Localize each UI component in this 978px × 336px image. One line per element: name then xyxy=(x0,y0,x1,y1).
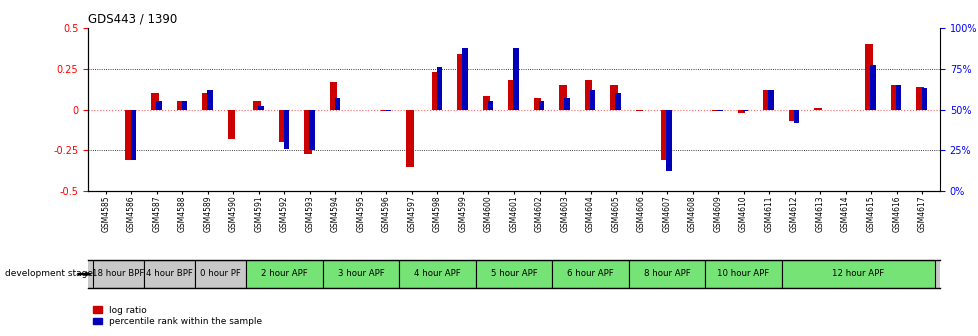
Bar xyxy=(151,93,158,110)
Bar xyxy=(201,93,209,110)
Bar xyxy=(533,98,541,110)
Bar xyxy=(563,98,569,110)
Bar xyxy=(131,110,136,160)
Bar xyxy=(323,260,399,288)
Bar xyxy=(895,85,901,110)
Bar xyxy=(309,110,314,150)
Bar xyxy=(258,106,263,110)
Bar xyxy=(399,260,475,288)
Bar xyxy=(552,260,628,288)
Bar xyxy=(781,260,934,288)
Bar xyxy=(457,54,465,110)
Bar xyxy=(279,110,286,142)
Bar xyxy=(144,260,195,288)
Bar xyxy=(462,48,467,110)
Bar xyxy=(380,110,388,111)
Text: 5 hour APF: 5 hour APF xyxy=(490,269,537,279)
Bar xyxy=(406,110,414,167)
Text: 3 hour APF: 3 hour APF xyxy=(337,269,384,279)
Text: GDS443 / 1390: GDS443 / 1390 xyxy=(88,12,177,26)
Bar xyxy=(590,90,595,110)
Bar xyxy=(915,87,923,110)
Bar xyxy=(584,80,592,110)
Bar xyxy=(890,85,898,110)
Bar xyxy=(628,260,704,288)
Text: development stage: development stage xyxy=(5,269,93,279)
Text: 0 hour PF: 0 hour PF xyxy=(200,269,241,279)
Bar xyxy=(125,110,133,160)
Text: 10 hour APF: 10 hour APF xyxy=(717,269,769,279)
Bar xyxy=(182,101,187,110)
Bar xyxy=(920,88,926,110)
Bar xyxy=(538,101,544,110)
Bar xyxy=(711,110,719,111)
Bar xyxy=(704,260,781,288)
Bar xyxy=(615,93,620,110)
Bar xyxy=(176,101,184,110)
Bar xyxy=(304,110,311,154)
Bar xyxy=(742,110,747,111)
Bar xyxy=(195,260,245,288)
Text: 6 hour APF: 6 hour APF xyxy=(566,269,613,279)
Text: 12 hour APF: 12 hour APF xyxy=(831,269,883,279)
Bar xyxy=(869,66,875,110)
Text: 8 hour APF: 8 hour APF xyxy=(643,269,689,279)
Bar xyxy=(487,101,493,110)
Bar xyxy=(482,96,490,110)
Bar xyxy=(475,260,552,288)
Bar xyxy=(334,98,339,110)
Bar xyxy=(252,101,260,110)
Bar xyxy=(793,110,798,123)
Bar xyxy=(227,110,235,139)
Text: 4 hour APF: 4 hour APF xyxy=(414,269,461,279)
Bar xyxy=(635,110,643,111)
Bar xyxy=(245,260,323,288)
Bar xyxy=(788,110,795,121)
Bar xyxy=(508,80,515,110)
Text: 2 hour APF: 2 hour APF xyxy=(261,269,307,279)
Bar xyxy=(93,260,144,288)
Bar xyxy=(431,72,439,110)
Legend: log ratio, percentile rank within the sample: log ratio, percentile rank within the sa… xyxy=(92,306,262,327)
Text: 4 hour BPF: 4 hour BPF xyxy=(146,269,193,279)
Bar xyxy=(512,48,518,110)
Bar xyxy=(768,90,773,110)
Bar xyxy=(385,110,391,111)
Text: 18 hour BPF: 18 hour BPF xyxy=(92,269,145,279)
Bar xyxy=(666,110,671,171)
Bar xyxy=(284,110,289,149)
Bar xyxy=(436,67,442,110)
Bar xyxy=(558,85,566,110)
Bar xyxy=(737,110,744,113)
Bar xyxy=(207,90,212,110)
Bar xyxy=(717,110,722,111)
Bar xyxy=(330,82,336,110)
Bar xyxy=(660,110,668,160)
Bar xyxy=(763,90,770,110)
Bar xyxy=(156,101,161,110)
Bar xyxy=(609,85,617,110)
Bar xyxy=(865,44,872,110)
Bar xyxy=(814,108,822,110)
